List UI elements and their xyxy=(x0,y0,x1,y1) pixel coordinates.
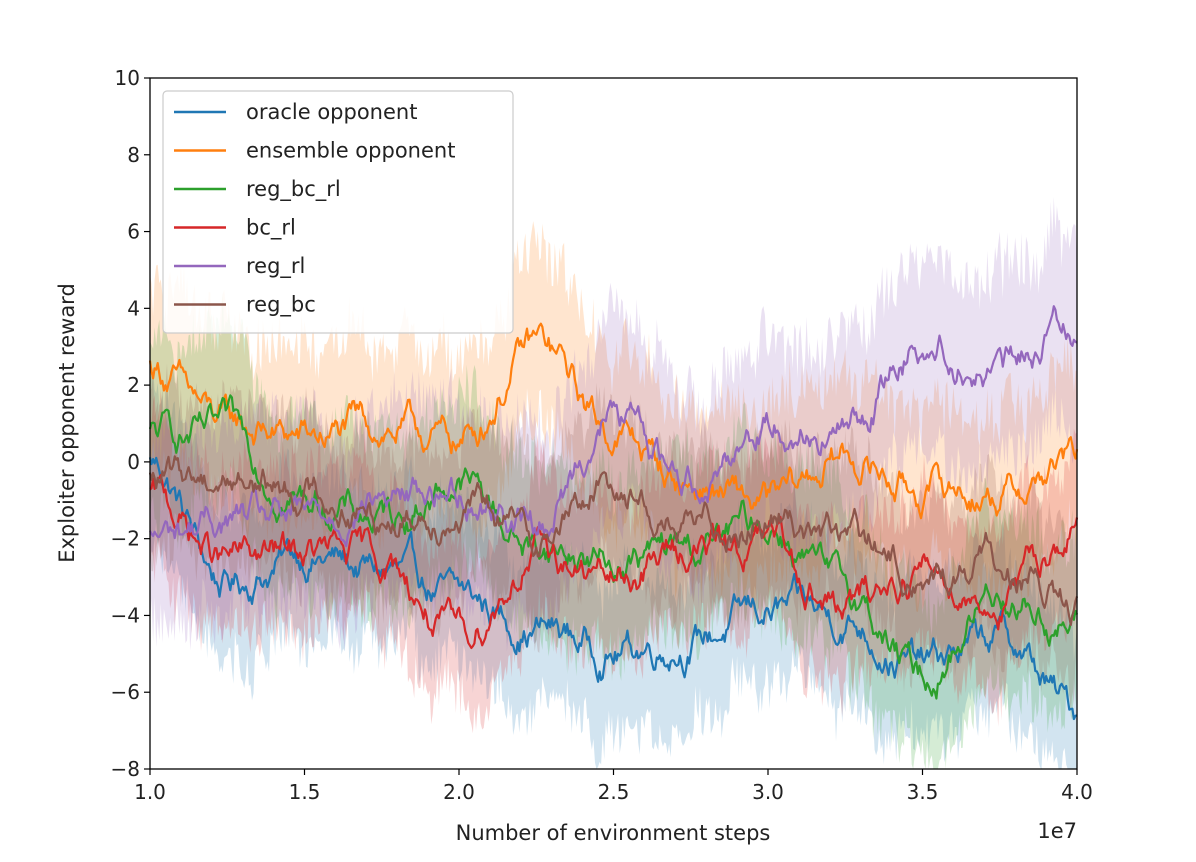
y-tick-label: −2 xyxy=(111,527,140,551)
legend-label: reg_bc xyxy=(246,293,316,318)
band-reg-bc xyxy=(150,363,1077,711)
x-tick-label: 4.0 xyxy=(1061,780,1093,804)
y-tick-label: −4 xyxy=(111,603,140,627)
series-lines xyxy=(148,305,1079,721)
band-reg-rl xyxy=(150,196,1077,652)
band-ensemble-opponent xyxy=(150,221,1077,612)
y-tick-label: 10 xyxy=(115,66,140,90)
x-tick-label: 3.0 xyxy=(752,780,784,804)
y-tick-label: 2 xyxy=(127,373,140,397)
y-tick-label: −6 xyxy=(111,680,140,704)
y-tick-label: −8 xyxy=(111,757,140,781)
legend-box xyxy=(162,90,514,334)
legend: oracle opponent ensemble opponent reg_bc_r… xyxy=(162,90,514,334)
y-tick-label: 0 xyxy=(127,450,140,474)
series-line-reg-bc xyxy=(148,455,1079,627)
legend-label: reg_rl xyxy=(246,254,305,279)
x-tick-label: 2.0 xyxy=(443,780,475,804)
legend-label: oracle opponent xyxy=(246,100,417,124)
y-tick-label: 6 xyxy=(127,220,140,244)
x-tick-label: 1.0 xyxy=(134,780,166,804)
x-axis-offset-label: 1e7 xyxy=(1037,819,1077,843)
x-tick-label: 1.5 xyxy=(289,780,321,804)
y-axis-ticks: −8 −6 −4 −2 0 2 4 6 8 10 xyxy=(111,66,150,781)
y-tick-label: 8 xyxy=(127,143,140,167)
series-line-ensemble-opponent xyxy=(148,322,1079,520)
band-bc-rl xyxy=(150,389,1077,734)
x-tick-label: 3.5 xyxy=(907,780,939,804)
series-line-bc-rl xyxy=(149,474,1079,650)
y-tick-label: 4 xyxy=(127,296,140,320)
band-reg-bc-rl xyxy=(150,292,1077,769)
confidence-bands xyxy=(150,196,1077,769)
series-line-reg-rl xyxy=(149,305,1078,548)
y-axis-label: Exploiter opponent reward xyxy=(55,283,79,563)
x-axis-label: Number of environment steps xyxy=(456,821,771,845)
band-oracle-opponent xyxy=(150,366,1077,769)
legend-label: bc_rl xyxy=(246,216,296,241)
x-tick-label: 2.5 xyxy=(598,780,630,804)
series-line-oracle-opponent xyxy=(148,456,1078,721)
x-axis-ticks: 1.0 1.5 2.0 2.5 3.0 3.5 4.0 xyxy=(134,769,1093,804)
legend-label: ensemble opponent xyxy=(246,139,455,163)
legend-label: reg_bc_rl xyxy=(246,177,341,202)
